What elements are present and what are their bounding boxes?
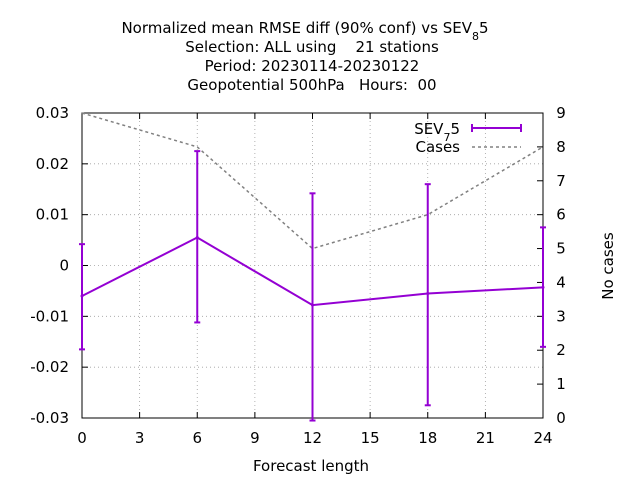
y-right-tick-label: 0 xyxy=(556,409,566,427)
x-tick-label: 24 xyxy=(533,429,552,447)
y-right-tick-label: 6 xyxy=(556,206,566,224)
title-line-3: Period: 20230114-20230122 xyxy=(205,57,420,75)
y-right-tick-label: 1 xyxy=(556,375,566,393)
y-left-tick-label: -0.03 xyxy=(30,409,69,427)
chart-title: Normalized mean RMSE diff (90% conf) vs … xyxy=(121,19,488,94)
sev75-point xyxy=(80,294,84,298)
sev75-point xyxy=(426,291,430,295)
sev75-point xyxy=(195,236,199,240)
x-tick-label: 18 xyxy=(418,429,437,447)
x-tick-label: 9 xyxy=(250,429,260,447)
y-axis-left: -0.03 -0.02 -0.01 0 0.01 0.02 0.03 xyxy=(30,104,88,427)
x-tick-label: 21 xyxy=(476,429,495,447)
legend-label-sev75: SEV75 xyxy=(414,120,460,144)
y-left-tick-label: -0.01 xyxy=(30,307,69,325)
y-right-tick-label: 4 xyxy=(556,273,566,291)
x-tick-label: 3 xyxy=(135,429,145,447)
legend-label-cases: Cases xyxy=(415,138,460,156)
y-left-tick-label: 0.01 xyxy=(36,206,69,224)
x-axis: 0 3 6 9 12 15 18 21 24 xyxy=(77,113,553,447)
y-axis-right-label: No cases xyxy=(599,232,617,300)
title-line-2: Selection: ALL using 21 stations xyxy=(185,38,439,56)
y-left-tick-label: 0.02 xyxy=(36,155,69,173)
legend: SEV75 Cases xyxy=(414,120,522,156)
legend-swatch-sev75 xyxy=(471,124,522,132)
x-tick-label: 12 xyxy=(303,429,322,447)
cases-line xyxy=(81,112,544,250)
y-left-tick-label: -0.02 xyxy=(30,358,69,376)
x-tick-label: 0 xyxy=(77,429,87,447)
sev75-point xyxy=(541,285,545,289)
sev75-point xyxy=(311,303,314,307)
x-tick-label: 6 xyxy=(192,429,202,447)
y-left-tick-label: 0.03 xyxy=(36,104,69,122)
y-left-tick-label: 0 xyxy=(59,257,69,275)
x-axis-label: Forecast length xyxy=(253,457,369,475)
title-line-4: Geopotential 500hPa Hours: 00 xyxy=(187,76,436,94)
y-right-tick-label: 3 xyxy=(556,307,566,325)
x-tick-label: 15 xyxy=(361,429,380,447)
title-line-1: Normalized mean RMSE diff (90% conf) vs … xyxy=(121,19,488,43)
y-right-tick-label: 5 xyxy=(556,240,566,258)
series-sev75 xyxy=(79,150,546,422)
y-axis-right: 0 1 2 3 4 5 6 7 8 9 xyxy=(537,104,566,427)
y-right-tick-label: 9 xyxy=(556,104,566,122)
y-right-tick-label: 8 xyxy=(556,138,566,156)
y-right-tick-label: 2 xyxy=(556,341,566,359)
y-right-tick-label: 7 xyxy=(556,172,566,190)
